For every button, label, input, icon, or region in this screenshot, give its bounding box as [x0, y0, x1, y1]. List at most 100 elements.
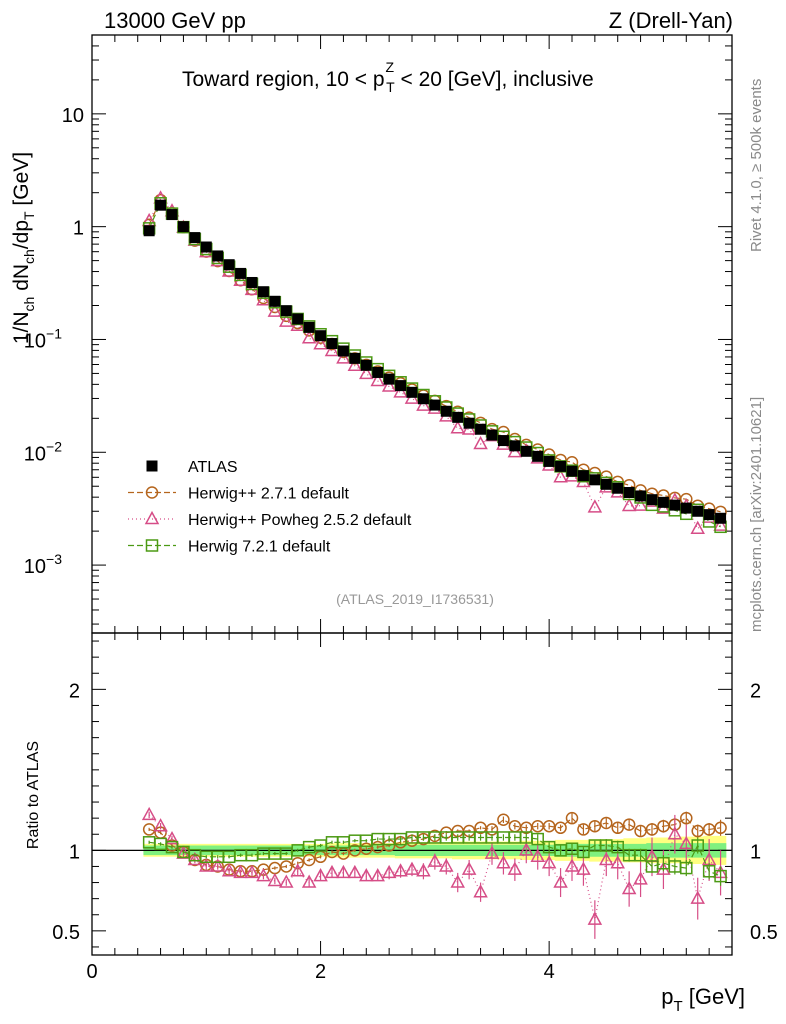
- atlas-point: [669, 499, 681, 511]
- ratio-point: [554, 821, 567, 835]
- legend-entry: ATLAS: [146, 459, 238, 476]
- data-point: [221, 263, 237, 277]
- ratio-tick-label: 1: [69, 841, 80, 863]
- ratio-panel-frame: [91, 632, 733, 956]
- legend-marker: [144, 510, 160, 525]
- y-tick-label: 10: [62, 105, 84, 127]
- atlas-point: [566, 465, 578, 477]
- atlas-point: [372, 366, 384, 378]
- atlas-point: [509, 440, 521, 452]
- atlas-point: [612, 482, 624, 494]
- data-point: [279, 313, 294, 327]
- atlas-point: [326, 338, 338, 350]
- atlas-point: [703, 509, 715, 521]
- ratio-point: [680, 861, 693, 875]
- atlas-point: [246, 276, 258, 288]
- ratio-point: [324, 864, 340, 879]
- atlas-point: [280, 305, 292, 317]
- ratio-point: [416, 863, 431, 877]
- atlas-point: [406, 386, 418, 398]
- atlas-point: [395, 380, 407, 392]
- y-tick-label: 10−2: [24, 438, 62, 465]
- ratio-point: [600, 816, 613, 830]
- atlas-point: [497, 435, 509, 447]
- y-axis-label: 1/Nch dNch/dpT [GeV]: [10, 152, 37, 344]
- ratio-point: [439, 858, 454, 872]
- legend-label: Herwig++ 2.7.1 default: [188, 486, 350, 503]
- ratio-point: [244, 864, 260, 879]
- atlas-point: [577, 470, 589, 482]
- data-point: [313, 336, 328, 350]
- series-atlas: [143, 199, 727, 524]
- data-point: [690, 520, 705, 534]
- atlas-point: [715, 512, 727, 524]
- ratio-point: [280, 860, 293, 873]
- ratio-point: [610, 855, 625, 869]
- legend-label: Herwig 7.2.1 default: [188, 539, 331, 556]
- atlas-point: [440, 405, 452, 417]
- x-tick-label: 0: [86, 961, 97, 983]
- atlas-point: [680, 502, 692, 514]
- atlas-point: [200, 241, 212, 253]
- ratio-point: [680, 811, 693, 825]
- ratio-point: [587, 911, 603, 925]
- ratio-point: [153, 818, 168, 832]
- atlas-point: [532, 450, 544, 462]
- chart-title: Toward region, 10 < pZ T < 20 [GeV], incl…: [182, 59, 594, 95]
- rivet-version-label: Rivet 4.1.0, ≥ 500k events: [748, 79, 765, 252]
- process-label: Z (Drell-Yan): [609, 8, 733, 33]
- atlas-point: [155, 199, 167, 211]
- atlas-point: [257, 286, 269, 298]
- atlas-point: [589, 474, 601, 486]
- atlas-point: [657, 496, 669, 508]
- atlas-point: [646, 494, 658, 506]
- legend-label: ATLAS: [188, 459, 238, 476]
- legend-marker: [145, 539, 159, 552]
- legend-entry: Herwig++ Powheg 2.5.2 default: [128, 510, 412, 529]
- atlas-point: [315, 330, 327, 342]
- data-point: [713, 517, 728, 531]
- ratio-data-series: [141, 806, 728, 939]
- atlas-point: [463, 417, 475, 429]
- legend: ATLAS Herwig++ 2.7.1 default Herwig++ Powh…: [128, 459, 412, 556]
- ratio-point: [359, 868, 374, 882]
- ratio-point: [622, 818, 636, 831]
- atlas-point: [235, 267, 247, 279]
- atlas-point: [600, 478, 612, 490]
- ratio-point: [690, 890, 705, 904]
- atlas-point: [692, 505, 704, 517]
- atlas-point: [383, 373, 395, 385]
- ratio-point: [164, 831, 180, 845]
- legend-label: Herwig++ Powheg 2.5.2 default: [188, 512, 412, 529]
- ratio-point: [531, 832, 544, 846]
- data-point: [359, 365, 374, 380]
- data-point: [416, 397, 431, 411]
- legend-marker: [146, 460, 158, 472]
- series-line: [148, 197, 721, 530]
- data-point: [450, 420, 465, 434]
- data-point: [324, 342, 340, 357]
- ratio-point: [530, 848, 545, 863]
- ratio-point: [497, 813, 510, 827]
- data-point: [473, 435, 488, 450]
- ratio-axis-ticks: 2 2 1 1 0.5 0.5 0 2 4: [52, 633, 778, 983]
- data-point: [621, 497, 637, 512]
- ratio-point: [450, 874, 465, 888]
- ratio-point: [611, 840, 624, 854]
- ratio-point: [473, 884, 488, 898]
- atlas-point: [303, 321, 315, 333]
- ratio-point: [336, 864, 351, 879]
- atlas-point: [337, 345, 349, 357]
- ratio-point: [577, 845, 590, 859]
- ratio-tick-label-right: 2: [750, 680, 761, 702]
- atlas-point: [166, 209, 178, 221]
- data-point: [381, 378, 397, 392]
- ratio-point: [279, 874, 294, 888]
- atlas-point: [292, 313, 304, 325]
- ratio-point: [667, 826, 683, 840]
- ratio-point: [302, 853, 316, 867]
- atlas-point: [417, 393, 429, 405]
- atlas-point: [143, 225, 155, 237]
- data-point: [633, 497, 648, 511]
